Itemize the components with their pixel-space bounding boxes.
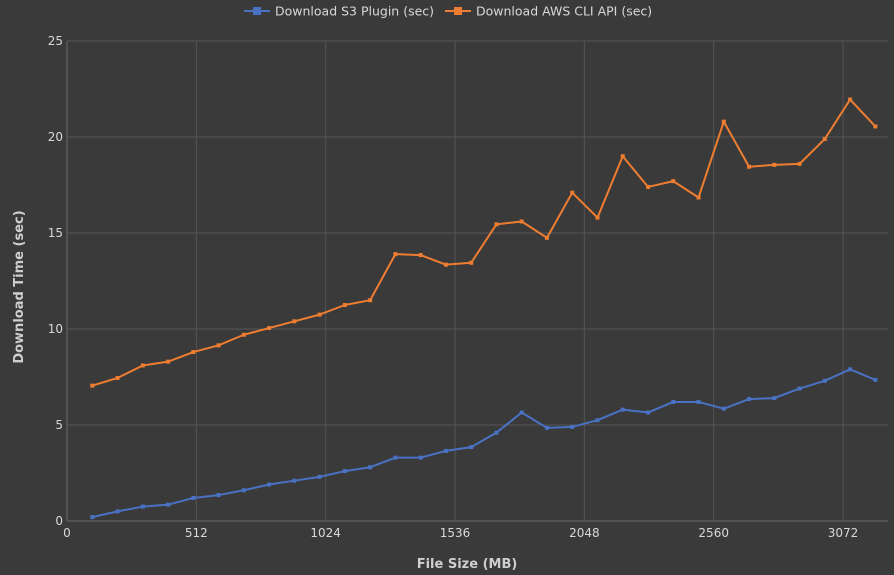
data-point	[267, 326, 272, 331]
legend-marker-icon	[253, 7, 261, 15]
data-point	[873, 124, 878, 129]
data-point	[671, 399, 676, 404]
data-point	[317, 312, 322, 317]
data-point	[469, 260, 474, 265]
y-tick-label: 5	[55, 418, 63, 432]
y-tick-label: 20	[48, 130, 63, 144]
data-point	[393, 252, 398, 257]
legend-label: Download AWS CLI API (sec)	[476, 4, 652, 19]
series-s3-plugin	[90, 367, 878, 520]
data-point	[216, 343, 221, 348]
data-point	[646, 184, 651, 189]
data-point	[544, 425, 549, 430]
data-point	[696, 399, 701, 404]
data-point	[90, 383, 95, 388]
data-point	[241, 488, 246, 493]
y-tick-label: 25	[48, 34, 63, 48]
data-point	[848, 367, 853, 372]
data-point	[494, 430, 499, 435]
data-point	[166, 359, 171, 364]
data-point	[90, 515, 95, 520]
data-point	[342, 469, 347, 474]
data-point	[368, 465, 373, 470]
x-tick-label: 3072	[828, 526, 859, 540]
data-point	[595, 215, 600, 220]
data-point	[292, 319, 297, 324]
data-point	[140, 504, 145, 509]
data-point	[570, 190, 575, 195]
data-point	[418, 455, 423, 460]
axes	[66, 41, 888, 522]
data-point	[519, 219, 524, 224]
data-point	[620, 154, 625, 159]
data-point	[494, 222, 499, 227]
data-point	[418, 253, 423, 258]
data-point	[241, 332, 246, 337]
y-tick-label: 15	[48, 226, 63, 240]
legend-marker-icon	[454, 7, 462, 15]
data-point	[140, 363, 145, 368]
data-point	[747, 164, 752, 169]
legend-label: Download S3 Plugin (sec)	[275, 4, 434, 19]
series-line	[91, 98, 877, 387]
data-point	[671, 179, 676, 184]
data-point	[873, 377, 878, 382]
x-axis-title: File Size (MB)	[417, 557, 518, 572]
x-tick-label: 1024	[310, 526, 341, 540]
data-point	[191, 495, 196, 500]
data-point	[115, 509, 120, 514]
data-point	[822, 378, 827, 383]
legend-item-s3-plugin[interactable]: Download S3 Plugin (sec)	[244, 4, 434, 19]
data-point	[772, 162, 777, 167]
data-point	[342, 303, 347, 307]
data-point	[166, 502, 171, 507]
data-point	[216, 493, 221, 498]
legend[interactable]: Download S3 Plugin (sec) Download AWS CLI…	[244, 4, 652, 19]
data-point	[646, 410, 651, 415]
x-tick-label: 0	[63, 526, 71, 540]
data-point	[115, 375, 120, 380]
x-tick-label: 1536	[440, 526, 471, 540]
data-point	[317, 474, 322, 479]
grid-lines	[67, 40, 888, 522]
series-line	[92, 368, 876, 519]
series-layer	[90, 97, 878, 520]
data-point	[191, 350, 196, 355]
data-point	[696, 195, 701, 200]
data-point	[595, 418, 600, 423]
data-point	[443, 448, 448, 453]
data-point	[797, 386, 802, 391]
data-point	[469, 445, 474, 450]
data-point	[747, 397, 752, 402]
tick-labels: 0 5 10 15 20 25 0 512 1024 1536 2048 2560 3072	[48, 34, 859, 540]
data-point	[368, 298, 373, 303]
data-point	[797, 161, 802, 166]
data-point	[620, 407, 625, 412]
data-point	[721, 406, 726, 411]
x-tick-label: 2560	[698, 526, 729, 540]
data-point	[822, 136, 827, 141]
y-axis-title: Download Time (sec)	[12, 210, 27, 363]
data-point	[772, 396, 777, 401]
data-point	[443, 262, 448, 267]
data-point	[570, 424, 575, 429]
y-tick-label: 0	[55, 514, 63, 528]
series-aws-cli-api	[90, 97, 878, 388]
legend-item-aws-cli-api[interactable]: Download AWS CLI API (sec)	[445, 4, 652, 19]
data-point	[519, 410, 524, 415]
data-point	[848, 97, 853, 102]
data-point	[721, 119, 726, 124]
x-tick-label: 2048	[569, 526, 600, 540]
y-tick-label: 10	[48, 322, 63, 336]
data-point	[544, 235, 549, 240]
data-point	[292, 478, 297, 483]
data-point	[267, 482, 272, 487]
data-point	[393, 455, 398, 460]
x-tick-label: 512	[185, 526, 208, 540]
